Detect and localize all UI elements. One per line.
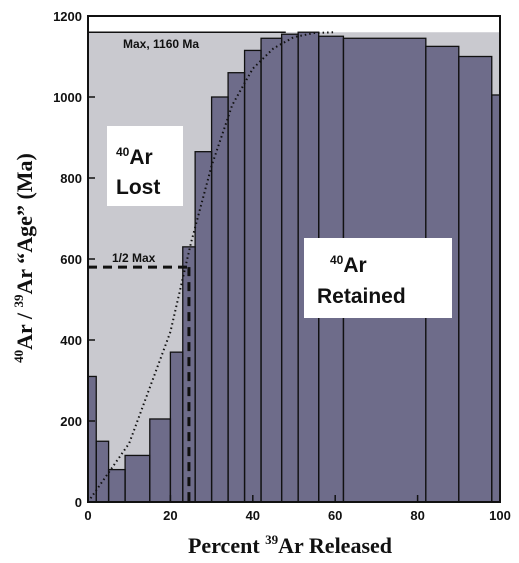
retained-annotation-line1: 40Ar	[330, 253, 367, 277]
lost-annotation-line1: 40Ar	[116, 145, 153, 169]
argon-retained-area	[88, 32, 500, 502]
x-tick-label: 0	[84, 508, 91, 523]
retained-annotation-line2: Retained	[317, 285, 406, 308]
lost-annotation-line2: Lost	[116, 176, 160, 199]
y-axis-title: 40Ar / 39Ar “Age” (Ma)	[11, 153, 37, 363]
half-max-label: 1/2 Max	[112, 251, 156, 265]
y-tick-label: 800	[60, 171, 82, 186]
lost-annotation-box	[107, 126, 183, 206]
max-age-label: Max, 1160 Ma	[123, 37, 199, 51]
diffusion-model-curve	[87, 31, 336, 503]
y-tick-label: 1200	[53, 9, 82, 24]
x-axis-title: Percent 39Ar Released	[188, 532, 392, 558]
x-tick-label: 20	[163, 508, 177, 523]
y-tick-label: 200	[60, 414, 82, 429]
y-tick-label: 1000	[53, 90, 82, 105]
y-tick-label: 400	[60, 333, 82, 348]
x-tick-label: 100	[489, 508, 511, 523]
y-tick-label: 600	[60, 252, 82, 267]
argon-lost-area	[88, 32, 500, 470]
y-tick-label: 0	[75, 495, 82, 510]
x-tick-label: 60	[328, 508, 342, 523]
x-tick-label: 40	[246, 508, 260, 523]
retained-annotation-box	[304, 238, 452, 318]
x-tick-label: 80	[410, 508, 424, 523]
